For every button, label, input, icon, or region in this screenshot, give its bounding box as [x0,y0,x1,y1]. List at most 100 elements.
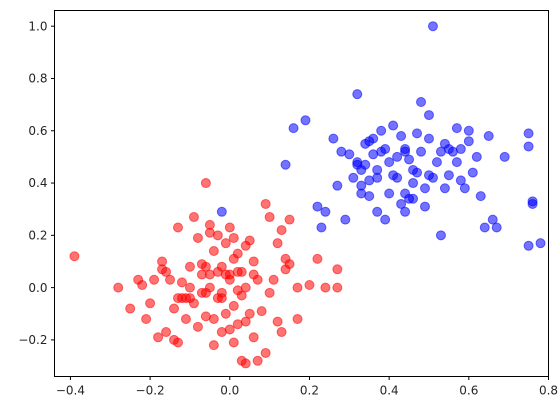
point-1-67 [463,136,474,147]
y-tick-label: 0.6 [28,124,47,138]
point-1-85 [408,178,419,189]
point-1-63 [455,175,466,186]
point-0-74 [252,355,263,366]
point-0-8 [153,332,164,343]
x-tick-label: 0.4 [380,384,399,398]
point-1-57 [439,183,450,194]
point-0-6 [145,298,156,309]
point-1-68 [467,167,478,178]
point-0-69 [244,235,255,246]
point-1-52 [427,21,438,32]
point-0-18 [173,222,183,233]
point-1-24 [372,164,383,175]
point-1-1 [280,159,291,170]
point-0-33 [200,261,211,272]
point-1-33 [392,151,403,162]
point-0-78 [264,212,275,223]
point-1-48 [420,183,430,194]
point-0-4 [137,280,148,290]
point-0-66 [240,358,251,369]
point-0-80 [268,274,279,285]
point-0-91 [292,313,303,324]
point-1-70 [475,191,486,202]
point-1-35 [396,130,407,141]
point-0-88 [260,198,271,209]
x-tick-label: 0.2 [300,384,319,398]
x-axis: −0.4 −0.2 0.0 0.2 0.4 0.6 0.8 [56,376,558,398]
point-0-98 [320,282,331,293]
point-1-46 [416,97,427,107]
point-1-31 [388,120,399,131]
y-tick-label: −0.2 [18,333,47,347]
point-1-41 [404,154,415,165]
point-0-52 [224,222,235,233]
point-0-17 [173,337,183,348]
point-1-69 [471,151,482,162]
point-0-93 [304,280,315,290]
series-0 [69,178,343,369]
point-0-97 [284,259,295,270]
point-0-76 [256,306,267,317]
point-1-30 [384,157,395,168]
point-1-3 [300,115,311,126]
point-1-20 [364,191,375,202]
point-1-88 [372,206,383,217]
point-0-54 [228,300,239,311]
point-0-90 [284,214,295,225]
point-0-82 [272,238,283,249]
point-0-10 [157,256,168,267]
point-0-87 [200,287,211,298]
points-layer [69,21,546,369]
point-0-7 [149,274,160,285]
point-0-71 [248,332,259,343]
point-1-72 [483,130,494,141]
point-0-51 [224,324,235,335]
point-1-87 [443,170,454,181]
point-1-64 [455,144,466,155]
point-0-49 [220,308,231,319]
point-1-4 [312,201,323,212]
point-1-81 [535,238,546,249]
point-1-6 [320,206,331,217]
point-1-10 [340,214,351,225]
point-0-20 [176,277,187,288]
point-1-56 [435,230,446,241]
point-1-8 [332,180,343,191]
point-0-45 [216,261,227,272]
point-1-86 [423,170,434,181]
point-0-1 [113,282,124,293]
point-0-24 [184,261,195,272]
point-0-63 [236,266,247,277]
point-0-28 [192,321,203,332]
y-tick-label: 0.0 [28,281,47,295]
point-1-75 [499,151,510,162]
point-0-68 [240,282,251,293]
point-0-67 [240,316,251,327]
x-tick-label: 0.6 [459,384,478,398]
point-0-22 [180,313,191,324]
x-tick-label: −0.2 [136,384,165,398]
point-0-0 [69,251,80,262]
point-1-82 [352,159,363,170]
point-1-43 [408,193,419,204]
point-0-23 [184,282,195,293]
point-1-2 [288,123,299,134]
point-1-5 [316,222,327,233]
point-0-70 [244,308,255,319]
point-1-26 [376,125,387,136]
y-axis: −0.2 0.0 0.2 0.4 0.6 0.8 1.0 [18,19,55,347]
point-1-50 [423,133,434,144]
y-tick-label: 0.4 [28,176,47,190]
y-tick-label: 0.8 [28,72,47,86]
point-0-40 [208,340,219,351]
point-0-86 [204,227,215,238]
point-1-36 [396,198,407,209]
point-0-99 [332,264,343,275]
point-0-27 [188,298,199,309]
point-1-28 [380,144,391,155]
point-0-85 [200,178,211,189]
point-0-59 [232,248,243,259]
plot-frame [54,10,549,377]
point-1-84 [400,144,411,155]
